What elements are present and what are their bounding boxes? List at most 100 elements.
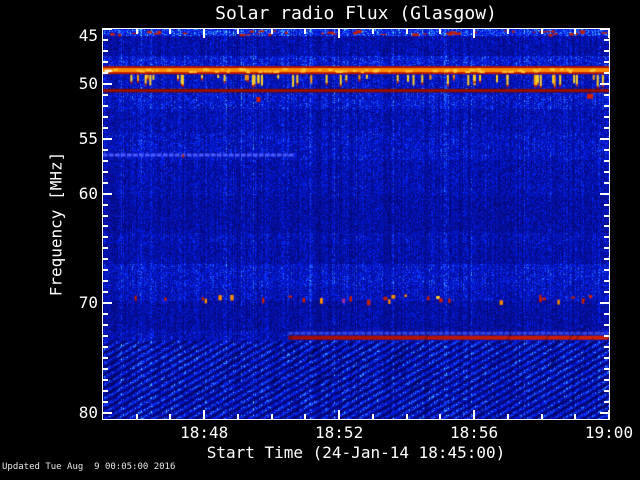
x-axis-label: Start Time (24-Jan-14 18:45:00) bbox=[206, 443, 506, 462]
axis-tick bbox=[604, 225, 609, 227]
axis-tick bbox=[604, 94, 609, 96]
axis-tick bbox=[103, 247, 108, 249]
axis-tick bbox=[604, 39, 609, 41]
y-tick-label: 80 bbox=[78, 403, 98, 422]
axis-tick bbox=[608, 29, 610, 38]
axis-tick bbox=[604, 379, 609, 381]
axis-tick bbox=[103, 127, 108, 129]
axis-tick bbox=[600, 302, 609, 304]
axis-tick bbox=[604, 72, 609, 74]
axis-tick bbox=[406, 414, 408, 419]
axis-tick bbox=[103, 39, 108, 41]
axis-tick bbox=[103, 269, 108, 271]
axis-tick bbox=[600, 83, 609, 85]
axis-tick bbox=[103, 50, 108, 52]
axis-tick bbox=[507, 29, 509, 34]
axis-tick bbox=[604, 215, 609, 217]
updated-timestamp: Updated Tue Aug 9 00:05:00 2016 bbox=[2, 462, 176, 472]
axis-tick bbox=[604, 269, 609, 271]
x-tick-label: 18:56 bbox=[449, 423, 499, 442]
axis-tick bbox=[103, 94, 108, 96]
axis-tick bbox=[604, 182, 609, 184]
axis-tick bbox=[103, 379, 108, 381]
axis-tick bbox=[574, 29, 576, 34]
axis-tick bbox=[103, 61, 108, 63]
axis-tick bbox=[600, 138, 609, 140]
axis-tick bbox=[103, 291, 108, 293]
y-tick-label: 45 bbox=[78, 26, 98, 45]
axis-tick bbox=[604, 313, 609, 315]
axis-tick bbox=[541, 29, 543, 34]
axis-tick bbox=[103, 335, 108, 337]
axis-tick bbox=[473, 29, 475, 38]
axis-tick bbox=[604, 127, 609, 129]
axis-tick bbox=[604, 390, 609, 392]
axis-tick bbox=[608, 410, 610, 419]
axis-tick bbox=[103, 116, 108, 118]
axis-tick bbox=[604, 324, 609, 326]
axis-tick bbox=[338, 410, 340, 419]
y-tick-label: 50 bbox=[78, 73, 98, 93]
axis-tick bbox=[103, 324, 108, 326]
axis-tick bbox=[604, 160, 609, 162]
axis-tick bbox=[604, 105, 609, 107]
axis-tick bbox=[604, 61, 609, 63]
axis-tick bbox=[103, 182, 108, 184]
axis-tick bbox=[271, 29, 273, 34]
axis-tick bbox=[103, 105, 108, 107]
x-tick-label: 18:48 bbox=[180, 423, 229, 442]
axis-tick bbox=[600, 28, 609, 30]
axis-tick bbox=[271, 414, 273, 419]
axis-tick bbox=[103, 225, 108, 227]
axis-tick bbox=[507, 414, 509, 419]
axis-tick bbox=[103, 149, 108, 151]
x-tick-label: 18:52 bbox=[315, 423, 364, 442]
axis-tick bbox=[103, 83, 112, 85]
axis-tick bbox=[604, 368, 609, 370]
axis-tick bbox=[103, 204, 108, 206]
axis-tick bbox=[103, 390, 108, 392]
axis-tick bbox=[604, 346, 609, 348]
y-tick-label: 55 bbox=[78, 128, 98, 148]
axis-tick bbox=[541, 414, 543, 419]
axis-tick bbox=[574, 414, 576, 419]
axis-tick bbox=[103, 357, 108, 359]
axis-tick bbox=[103, 258, 108, 260]
spectrogram-canvas bbox=[103, 29, 609, 419]
axis-tick bbox=[103, 215, 108, 217]
axis-tick bbox=[604, 50, 609, 52]
axis-tick bbox=[237, 414, 239, 419]
axis-tick bbox=[604, 258, 609, 260]
axis-tick bbox=[103, 72, 108, 74]
axis-tick bbox=[103, 313, 108, 315]
axis-tick bbox=[103, 236, 108, 238]
axis-tick bbox=[439, 29, 441, 34]
axis-tick bbox=[600, 193, 609, 195]
axis-tick bbox=[604, 116, 609, 118]
axis-tick bbox=[103, 401, 108, 403]
axis-tick bbox=[604, 247, 609, 249]
axis-tick bbox=[103, 193, 112, 195]
axis-tick bbox=[103, 346, 108, 348]
plot-frame bbox=[102, 28, 610, 420]
axis-tick bbox=[604, 236, 609, 238]
axis-tick bbox=[103, 412, 112, 414]
axis-tick bbox=[103, 28, 112, 30]
chart-title: Solar radio Flux (Glasgow) bbox=[215, 3, 497, 24]
axis-tick bbox=[103, 171, 108, 173]
axis-tick bbox=[338, 29, 340, 38]
y-tick-label: 60 bbox=[78, 183, 98, 203]
axis-tick bbox=[372, 29, 374, 34]
axis-tick bbox=[604, 280, 609, 282]
axis-tick bbox=[604, 291, 609, 293]
axis-tick bbox=[372, 414, 374, 419]
y-axis-label: Frequency [MHz] bbox=[46, 151, 66, 297]
axis-tick bbox=[600, 412, 609, 414]
axis-tick bbox=[304, 29, 306, 34]
axis-tick bbox=[103, 368, 108, 370]
axis-tick bbox=[406, 29, 408, 34]
axis-tick bbox=[103, 280, 108, 282]
axis-tick bbox=[203, 410, 205, 419]
axis-tick bbox=[136, 414, 138, 419]
